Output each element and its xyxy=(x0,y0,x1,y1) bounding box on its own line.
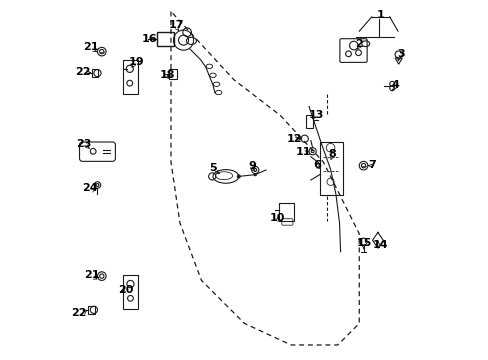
Text: 21: 21 xyxy=(84,270,100,280)
Bar xyxy=(169,69,177,79)
Text: 14: 14 xyxy=(371,239,387,249)
Bar xyxy=(279,203,293,221)
Text: 11: 11 xyxy=(295,147,311,157)
Text: 6: 6 xyxy=(313,159,321,170)
Text: 5: 5 xyxy=(209,163,216,173)
Text: 22: 22 xyxy=(71,308,86,318)
Text: 8: 8 xyxy=(328,149,336,159)
Text: 1: 1 xyxy=(376,10,384,20)
Bar xyxy=(122,60,137,94)
Text: 24: 24 xyxy=(81,183,97,193)
Text: 16: 16 xyxy=(142,35,157,44)
Text: 10: 10 xyxy=(269,213,285,223)
Text: 17: 17 xyxy=(168,20,184,30)
Bar xyxy=(319,142,343,195)
Text: 18: 18 xyxy=(159,70,175,80)
Bar xyxy=(123,275,138,309)
Text: 7: 7 xyxy=(367,159,375,170)
Text: 19: 19 xyxy=(128,57,144,67)
Bar xyxy=(92,69,98,77)
Text: 3: 3 xyxy=(397,49,405,59)
Text: 22: 22 xyxy=(75,67,91,77)
Bar xyxy=(88,306,94,314)
Circle shape xyxy=(237,175,240,178)
Bar xyxy=(305,115,313,128)
Text: 9: 9 xyxy=(248,161,256,171)
Text: 4: 4 xyxy=(391,80,399,90)
Circle shape xyxy=(253,173,256,176)
Text: 12: 12 xyxy=(285,134,301,144)
Text: 13: 13 xyxy=(308,110,323,120)
Text: 15: 15 xyxy=(355,238,371,248)
Text: 23: 23 xyxy=(76,139,91,149)
Bar xyxy=(156,32,174,45)
Text: 20: 20 xyxy=(118,285,133,296)
Text: 2: 2 xyxy=(355,40,363,49)
Text: 21: 21 xyxy=(83,42,99,51)
